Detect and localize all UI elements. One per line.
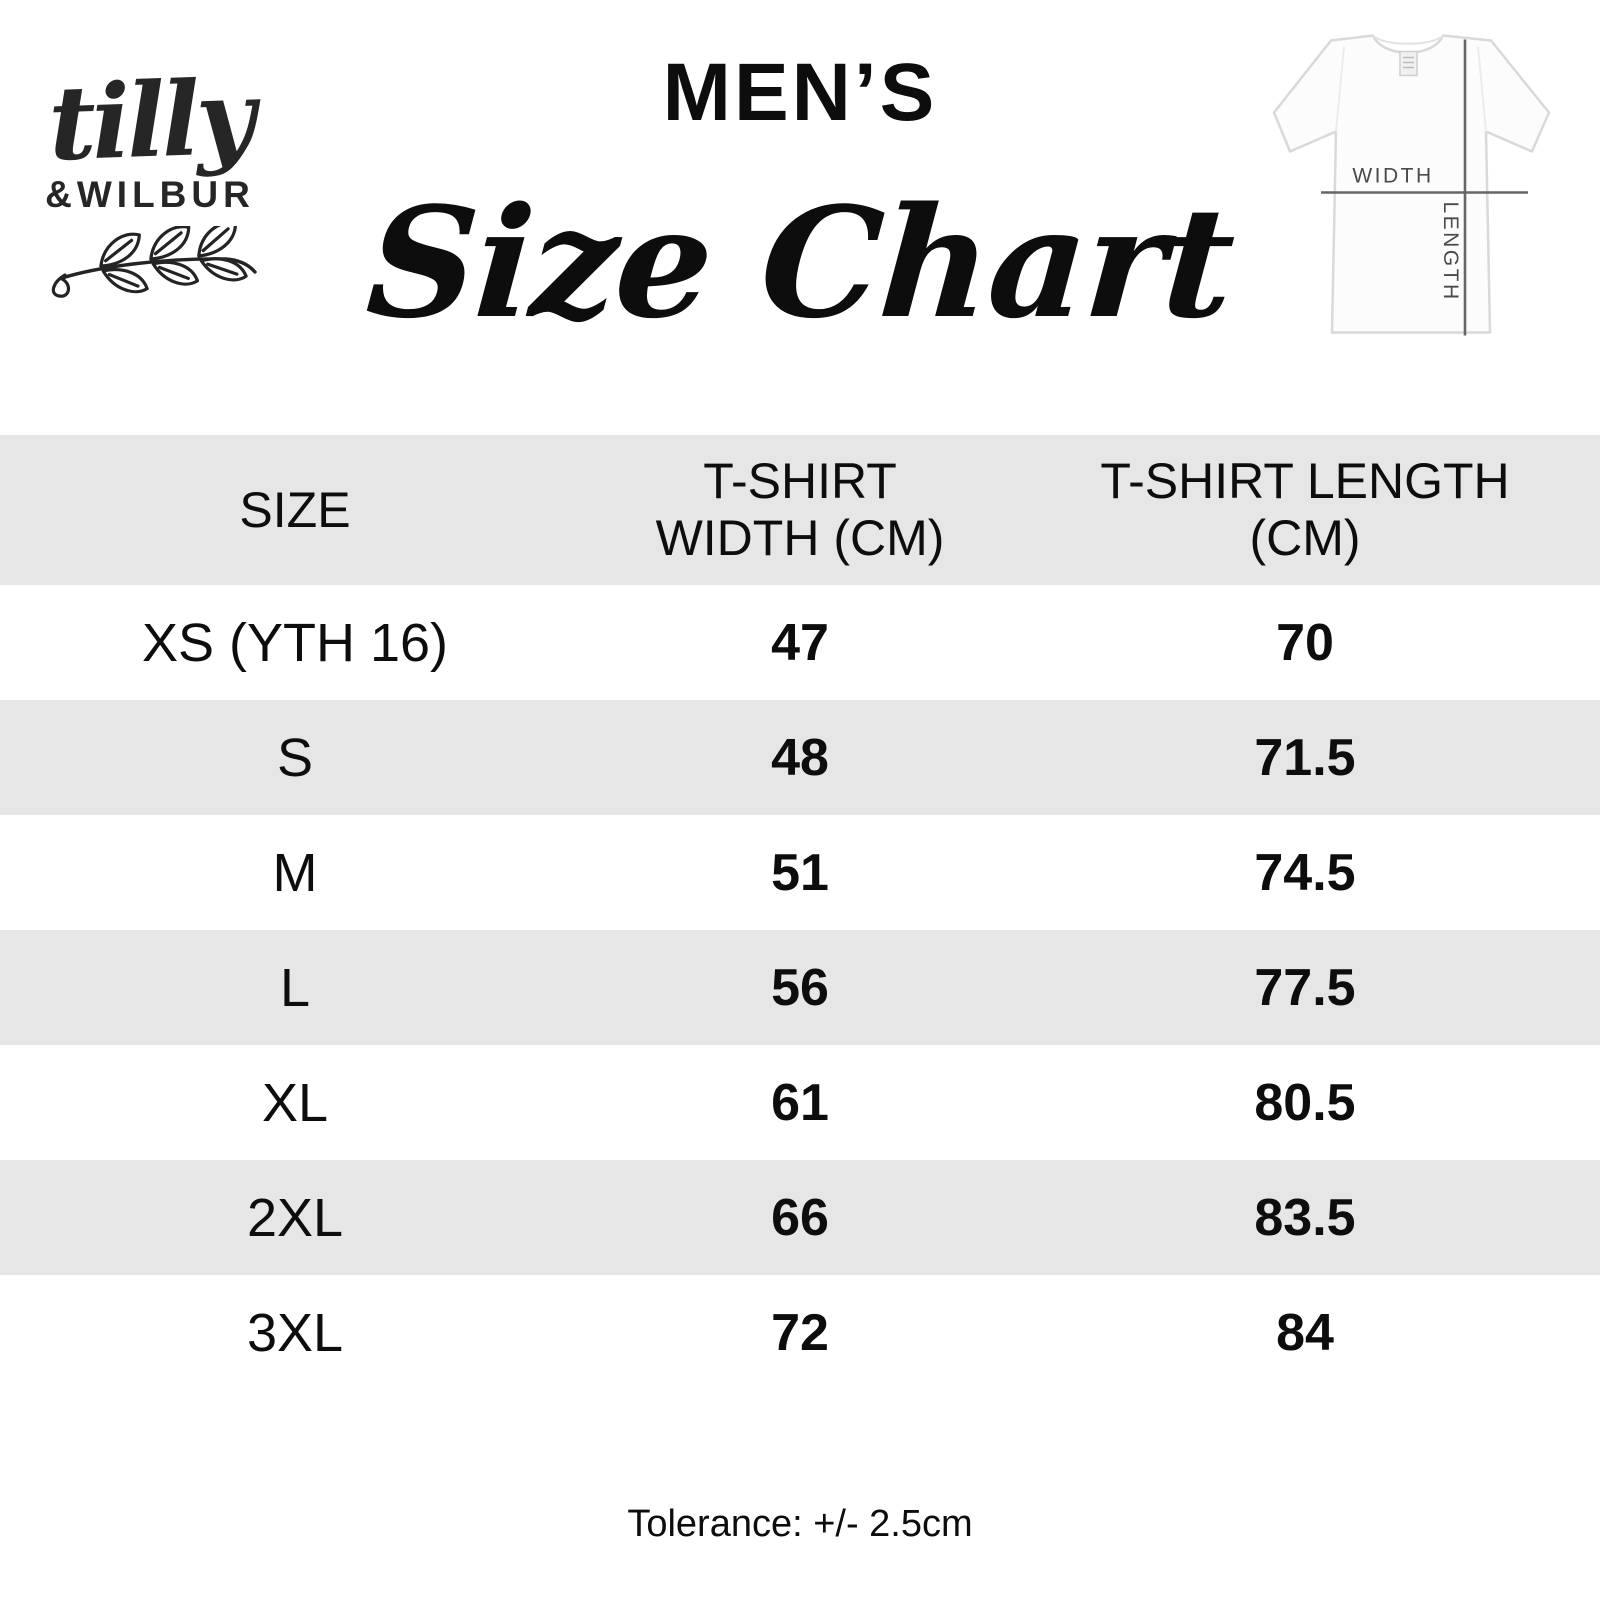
brand-logo: tilly &WILBUR <box>30 58 270 306</box>
size-label: 2XL <box>246 1187 344 1248</box>
table-row-xs: XS (YTH 16) 47 70 <box>0 585 1600 700</box>
width-value: 48 <box>771 728 829 787</box>
size-label: S <box>276 727 314 788</box>
table-row-2xl: 2XL 66 83.5 <box>0 1160 1600 1275</box>
table-row-s: S 48 71.5 <box>0 700 1600 815</box>
brand-name-wilbur: &WILBUR <box>45 174 255 215</box>
size-label: L <box>279 957 311 1018</box>
neck-tag-icon <box>1399 50 1418 77</box>
width-value: 56 <box>771 958 829 1017</box>
size-label: XL <box>261 1072 329 1133</box>
width-value: 47 <box>771 613 829 672</box>
category-heading: MEN’S <box>662 47 938 138</box>
length-value: 80.5 <box>1254 1073 1356 1132</box>
size-label: M <box>272 842 318 903</box>
width-value: 72 <box>771 1303 829 1362</box>
laurel-branch-icon <box>51 226 257 298</box>
column-header-length: T-SHIRT LENGTH (CM) <box>1100 453 1510 566</box>
width-value: 61 <box>771 1073 829 1132</box>
table-row-m: M 51 74.5 <box>0 815 1600 930</box>
length-value: 71.5 <box>1254 728 1356 787</box>
table-row-l: L 56 77.5 <box>0 930 1600 1045</box>
column-header-size: SIZE <box>239 481 351 538</box>
tshirt-icon: WIDTH LENGTH <box>1272 34 1551 336</box>
width-value: 66 <box>771 1188 829 1247</box>
length-label: LENGTH <box>1439 202 1462 302</box>
tolerance-note: Tolerance: +/- 2.5cm <box>627 1503 973 1545</box>
table-row-3xl: 3XL 72 84 <box>0 1275 1600 1390</box>
length-value: 77.5 <box>1254 958 1356 1017</box>
width-label: WIDTH <box>1352 165 1433 188</box>
tshirt-measurement-diagram: WIDTH LENGTH <box>1243 22 1565 352</box>
table-header-row: SIZE T-SHIRT WIDTH (CM) T-SHIRT LENGTH (… <box>0 435 1600 585</box>
length-value: 70 <box>1276 613 1334 672</box>
table-row-xl: XL 61 80.5 <box>0 1045 1600 1160</box>
length-value: 84 <box>1276 1303 1334 1362</box>
column-header-width: T-SHIRT WIDTH (CM) <box>655 453 945 566</box>
size-label: 3XL <box>246 1302 344 1363</box>
length-value: 83.5 <box>1254 1188 1356 1247</box>
length-value: 74.5 <box>1254 843 1356 902</box>
size-label: XS (YTH 16) <box>141 612 449 673</box>
width-value: 51 <box>771 843 829 902</box>
size-table: SIZE T-SHIRT WIDTH (CM) T-SHIRT LENGTH (… <box>0 435 1600 1390</box>
